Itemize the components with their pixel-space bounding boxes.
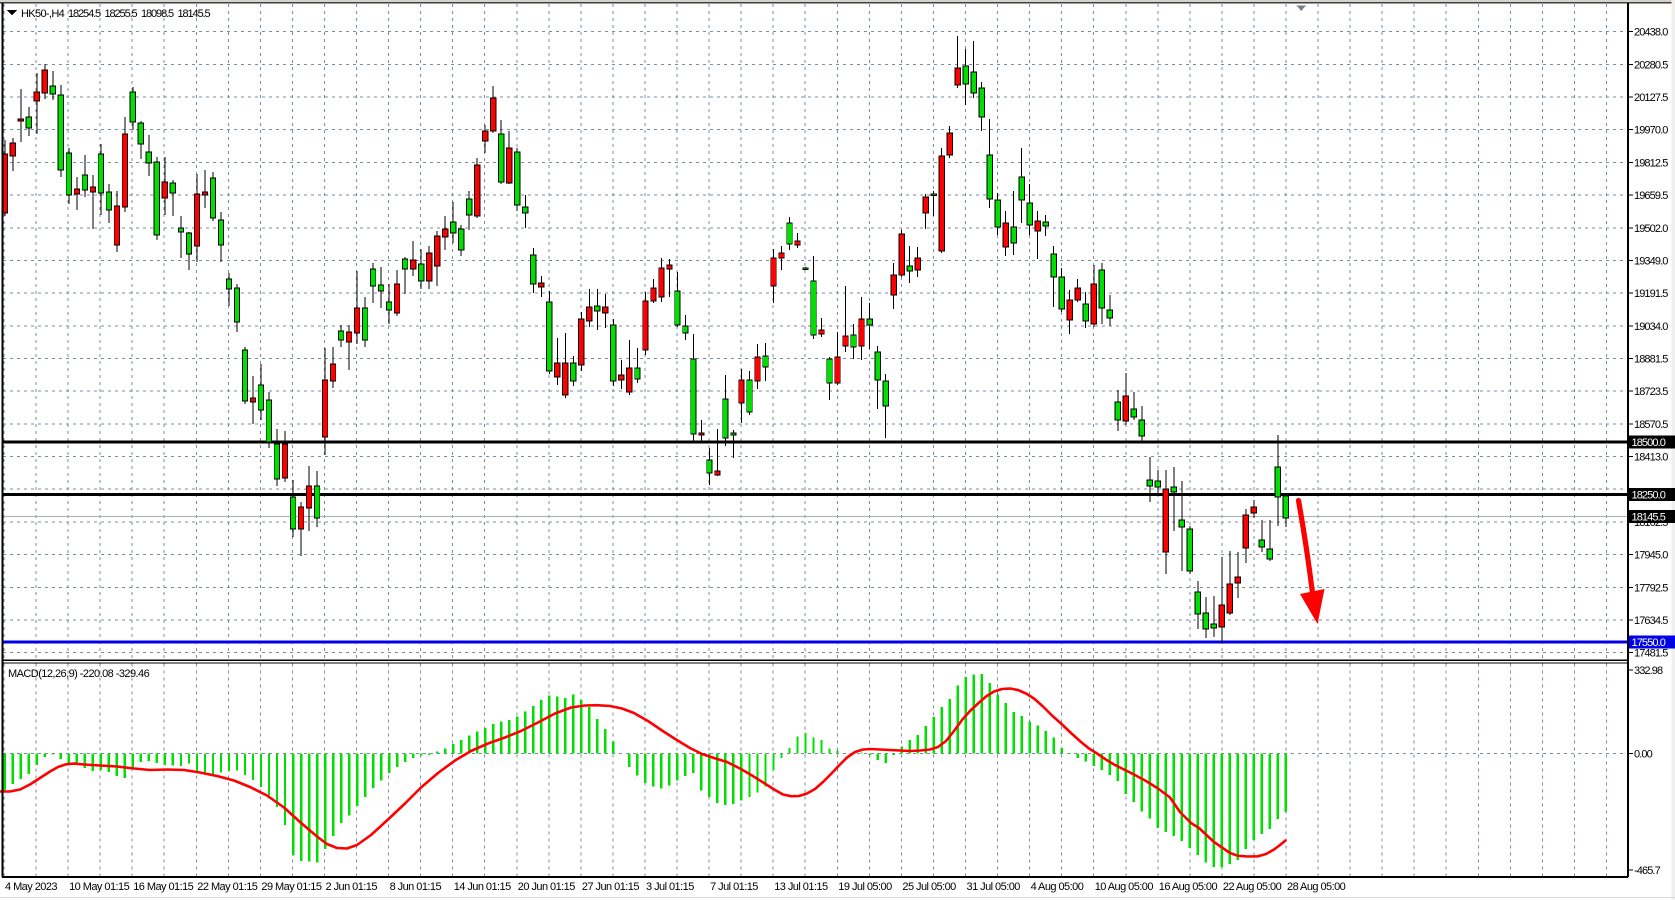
svg-text:18413.0: 18413.0 [1634,452,1668,464]
svg-text:18500.0: 18500.0 [1632,437,1666,449]
svg-text:18881.5: 18881.5 [1634,354,1668,366]
svg-text:19 Jul 05:00: 19 Jul 05:00 [838,881,892,893]
svg-text:19349.0: 19349.0 [1634,256,1668,268]
svg-text:20438.0: 20438.0 [1634,27,1668,39]
svg-text:332.98: 332.98 [1634,665,1663,677]
svg-text:7 Jul 01:15: 7 Jul 01:15 [710,881,758,893]
svg-text:17792.5: 17792.5 [1634,582,1668,594]
svg-text:0.00: 0.00 [1634,749,1653,761]
svg-text:10 May 01:15: 10 May 01:15 [69,881,129,893]
svg-text:20280.5: 20280.5 [1634,59,1668,71]
svg-text:22 Aug 05:00: 22 Aug 05:00 [1223,881,1282,893]
svg-text:28 Aug 05:00: 28 Aug 05:00 [1287,881,1346,893]
svg-text:19034.0: 19034.0 [1634,321,1668,333]
svg-text:25 Jul 05:00: 25 Jul 05:00 [902,881,956,893]
svg-text:HK50-,H4: HK50-,H4 [21,8,65,20]
svg-text:14 Jun 01:15: 14 Jun 01:15 [454,881,511,893]
svg-text:18570.5: 18570.5 [1634,419,1668,431]
svg-text:4 May 2023: 4 May 2023 [5,881,57,893]
svg-text:2 Jun 01:15: 2 Jun 01:15 [326,881,378,893]
svg-text:19812.5: 19812.5 [1634,157,1668,169]
svg-text:10 Aug 05:00: 10 Aug 05:00 [1095,881,1154,893]
svg-text:19659.5: 19659.5 [1634,190,1668,202]
svg-text:19191.5: 19191.5 [1634,288,1668,300]
svg-text:18098.5: 18098.5 [141,8,174,20]
svg-text:13 Jul 01:15: 13 Jul 01:15 [774,881,828,893]
svg-text:18723.5: 18723.5 [1634,386,1668,398]
svg-text:22 May 01:15: 22 May 01:15 [197,881,257,893]
svg-text:20 Jun 01:15: 20 Jun 01:15 [518,881,575,893]
svg-text:-465.7: -465.7 [1634,865,1661,877]
svg-text:18255.5: 18255.5 [105,8,138,20]
svg-text:19502.0: 19502.0 [1634,223,1668,235]
svg-text:29 May 01:15: 29 May 01:15 [261,881,321,893]
svg-text:18250.0: 18250.0 [1632,490,1666,502]
svg-text:20127.5: 20127.5 [1634,92,1668,104]
svg-text:18145.5: 18145.5 [178,8,211,20]
svg-text:3 Jul 01:15: 3 Jul 01:15 [646,881,694,893]
svg-text:16 Aug 05:00: 16 Aug 05:00 [1159,881,1218,893]
svg-text:17945.0: 17945.0 [1634,550,1668,562]
svg-text:MACD(12,26,9) -220.08 -329.46: MACD(12,26,9) -220.08 -329.46 [8,668,150,680]
svg-text:27 Jun 01:15: 27 Jun 01:15 [582,881,639,893]
svg-text:17481.5: 17481.5 [1634,648,1668,660]
svg-text:31 Jul 05:00: 31 Jul 05:00 [967,881,1021,893]
svg-text:18145.5: 18145.5 [1632,512,1666,524]
svg-text:4 Aug 05:00: 4 Aug 05:00 [1031,881,1084,893]
svg-text:19970.0: 19970.0 [1634,125,1668,137]
svg-text:17634.5: 17634.5 [1634,615,1668,627]
svg-text:18254.5: 18254.5 [68,8,101,20]
svg-text:17550.0: 17550.0 [1632,637,1666,649]
svg-text:8 Jun 01:15: 8 Jun 01:15 [390,881,442,893]
svg-text:16 May 01:15: 16 May 01:15 [133,881,193,893]
